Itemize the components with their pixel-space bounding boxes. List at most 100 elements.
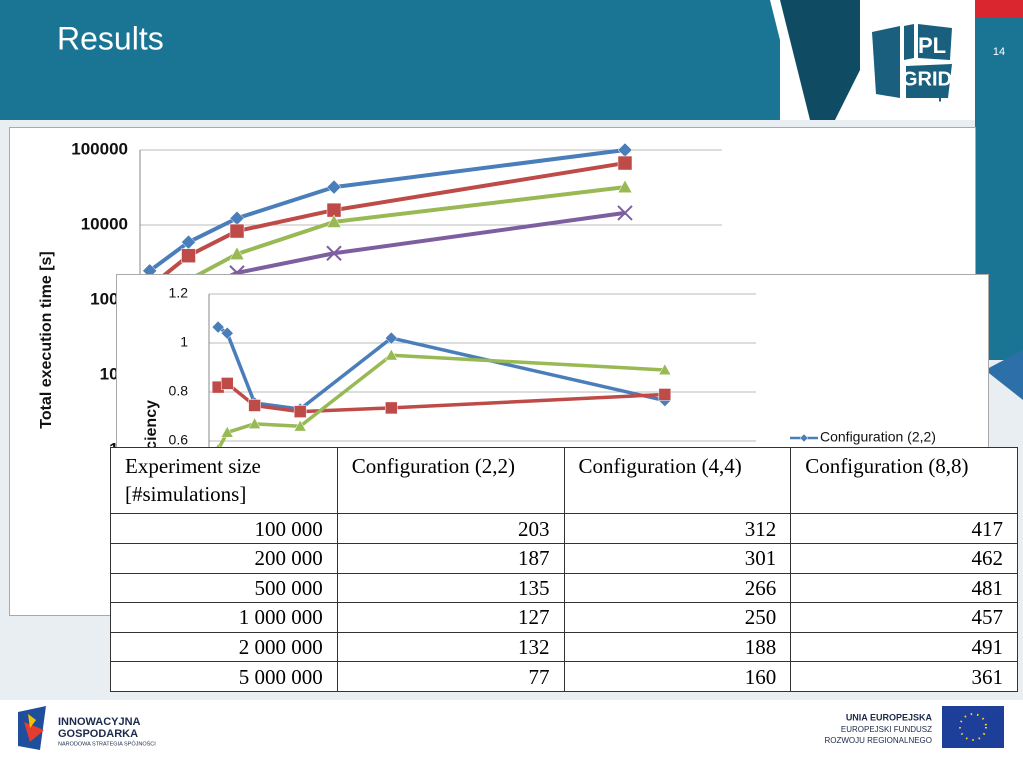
marker [248, 399, 261, 412]
right-triangle [985, 350, 1023, 400]
logo-shape [906, 64, 952, 98]
marker [326, 214, 342, 228]
marker [326, 245, 342, 261]
eu-flag [942, 706, 1004, 748]
footer-text: ROZWOJU REGIONALNEGO [824, 736, 932, 745]
y-tick-label: 0.8 [169, 383, 189, 399]
marker [384, 348, 398, 361]
row: 500 000 135 266 481 [110, 572, 1018, 604]
marker [211, 320, 225, 334]
y-tick-label: 0.6 [169, 432, 189, 447]
marker [658, 388, 672, 401]
header-dark-shape [780, 0, 860, 120]
header-cell: Configuration (8,8) [790, 446, 1018, 515]
header-cell: Experiment size [#simulations] [110, 446, 338, 515]
cell: 5 000 000 [110, 661, 338, 692]
row: 1 000 000 127 250 457 [110, 602, 1018, 633]
red-block [975, 0, 1023, 18]
cell: 417 [790, 513, 1018, 544]
slide-title: Results [57, 20, 164, 56]
plgrid-logo: PL GRID + [872, 24, 952, 107]
marker [658, 363, 672, 375]
marker [384, 331, 398, 345]
marker [293, 419, 307, 432]
cell: 491 [790, 631, 1018, 663]
cell: 250 [563, 602, 792, 633]
logo-shape [904, 24, 914, 60]
header-row: Experiment size [#simulations] Configurat… [110, 446, 1018, 515]
results-table: Experiment size [#simulations] Configurat… [110, 446, 1018, 692]
cell: 481 [790, 572, 1018, 604]
cell: 301 [563, 542, 792, 574]
cell: 203 [336, 513, 565, 544]
marker [229, 223, 245, 239]
y-tick-label: 1 [180, 334, 188, 350]
eu-stars [959, 713, 987, 741]
y-axis-label: Total execution time [s] [38, 251, 55, 429]
logo-shape [24, 722, 44, 742]
cell: 266 [563, 572, 792, 604]
efficiency-chart: 0.6 0.8 1 1.2 Efficiency Configuration (2,2) [116, 274, 989, 448]
legend-marker [799, 433, 809, 443]
footer-text: INNOWACYJNA [58, 716, 141, 728]
cell: 100 000 [110, 513, 338, 544]
marker [220, 326, 234, 340]
logo-shape [28, 714, 36, 728]
cell: 312 [563, 513, 792, 544]
logo-text: GRID [902, 68, 952, 90]
marker [617, 205, 633, 221]
footer-text: EUROPEJSKI FUNDUSZ [841, 725, 932, 734]
logo-shape [872, 26, 900, 98]
row: 100 000 203 312 417 [110, 513, 1018, 544]
marker [617, 155, 633, 171]
y-tick-label: 100000 [71, 139, 128, 158]
cell: 135 [336, 572, 565, 604]
marker [220, 425, 234, 438]
cell: 457 [790, 602, 1018, 633]
y-tick-label: 10000 [81, 214, 128, 233]
cell: 200 000 [110, 542, 338, 574]
series-line [217, 353, 665, 447]
row: 2 000 000 132 188 491 [110, 631, 1018, 663]
ig-logo [18, 706, 46, 750]
cell: 132 [336, 631, 565, 663]
marker [220, 377, 234, 390]
footer-text: UNIA EUROPEJSKA [846, 712, 933, 722]
row: 5 000 000 77 160 361 [110, 661, 1018, 692]
marker [229, 210, 245, 226]
cell: 187 [336, 542, 565, 574]
marker [215, 443, 221, 447]
cell: 160 [563, 661, 792, 692]
marker [326, 179, 342, 195]
cell: 188 [563, 631, 792, 663]
marker [293, 405, 307, 418]
cell: 127 [336, 602, 565, 633]
row: 200 000 187 301 462 [110, 542, 1018, 574]
cell: 500 000 [110, 572, 338, 604]
marker [617, 142, 633, 158]
legend-label: Configuration (2,2) [820, 429, 936, 445]
logo-text: + [935, 87, 946, 107]
marker [181, 248, 196, 263]
header-band [0, 0, 780, 120]
cell: 2 000 000 [110, 631, 338, 663]
footer-text: NARODOWA STRATEGIA SPÓJNOŚCI [58, 739, 156, 747]
marker [248, 417, 262, 429]
cell: 462 [790, 542, 1018, 574]
footer-band [0, 700, 1023, 767]
series-line [148, 148, 626, 273]
logo-text: PL [918, 33, 946, 58]
logo-shape [918, 24, 952, 60]
marker [229, 246, 245, 260]
footer-text: GOSPODARKA [58, 728, 138, 740]
y-tick-label: 1.2 [169, 285, 189, 301]
marker [617, 179, 633, 193]
cell: 77 [336, 661, 565, 692]
page-number: 14 [993, 46, 1005, 58]
header-cell: Configuration (4,4) [563, 446, 792, 515]
y-axis-label: Efficiency [143, 400, 160, 447]
cell: 1 000 000 [110, 602, 338, 633]
cell: 361 [790, 661, 1018, 692]
header-cell: Configuration (2,2) [336, 446, 565, 515]
